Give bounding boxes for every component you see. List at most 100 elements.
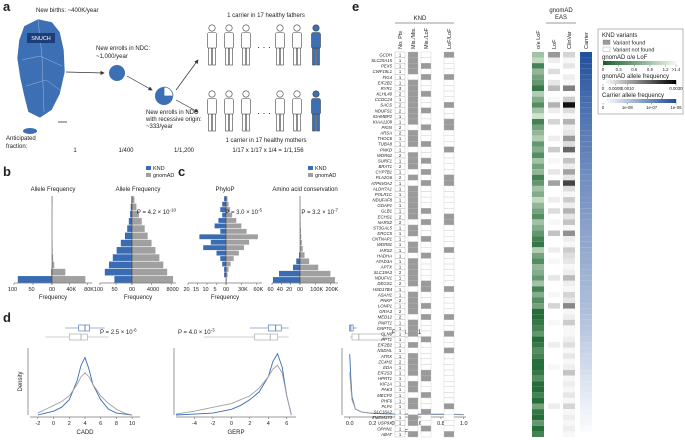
x-tick-label: 0.0 bbox=[346, 421, 354, 427]
heat-cell bbox=[443, 286, 455, 293]
heat-cell bbox=[532, 57, 544, 64]
person bbox=[224, 90, 234, 132]
bar bbox=[130, 203, 132, 211]
color-ramp bbox=[641, 99, 645, 103]
heat-cell bbox=[532, 118, 544, 125]
x-tick-label: 0 bbox=[52, 287, 55, 293]
heat-cell bbox=[532, 342, 544, 348]
heat-cell bbox=[563, 180, 575, 186]
heat-cell bbox=[548, 135, 560, 142]
color-ramp bbox=[658, 80, 662, 84]
heat-cell bbox=[407, 408, 419, 415]
gene-label: PLA2G6 bbox=[376, 175, 393, 180]
heat-cell bbox=[532, 85, 544, 92]
heat-cell bbox=[532, 174, 544, 181]
heat-cell bbox=[548, 425, 560, 432]
fraction: 1/400 bbox=[118, 148, 134, 154]
heat-cell bbox=[548, 113, 560, 119]
heat-cell bbox=[443, 230, 455, 237]
heat-cell bbox=[407, 113, 419, 120]
heat-cell bbox=[443, 85, 455, 92]
heat-cell bbox=[580, 375, 592, 382]
heat-cell bbox=[443, 169, 455, 175]
heat-cell bbox=[420, 85, 432, 92]
heat-cell bbox=[420, 314, 432, 320]
color-ramp bbox=[673, 61, 677, 65]
bar bbox=[52, 276, 86, 283]
gene-label: PAK3 bbox=[381, 387, 392, 392]
heat-cell bbox=[563, 291, 575, 298]
heat-cell bbox=[407, 425, 419, 432]
count-label: 2 bbox=[399, 315, 402, 320]
heat-cell bbox=[563, 264, 575, 270]
count-label: 1 bbox=[399, 382, 402, 387]
heat-cell bbox=[420, 174, 432, 181]
heat-cell bbox=[532, 330, 544, 337]
heat-cell bbox=[443, 381, 455, 387]
heat-cell bbox=[563, 247, 575, 253]
heat-cell bbox=[532, 197, 544, 203]
heat-cell bbox=[407, 124, 419, 131]
heat-cell bbox=[580, 347, 592, 354]
color-ramp bbox=[651, 61, 655, 65]
heat-cell bbox=[563, 297, 575, 304]
legend-tick-label: 0.0005 bbox=[609, 86, 623, 91]
color-ramp bbox=[632, 61, 635, 65]
bar bbox=[130, 210, 132, 218]
gene-label: GLB1 bbox=[381, 209, 393, 214]
x-tick-label: 0 bbox=[297, 287, 300, 293]
heat-cell bbox=[563, 174, 575, 181]
heat-cell bbox=[548, 397, 560, 404]
x-tick-label: 50 bbox=[111, 287, 117, 293]
heat-cell bbox=[443, 219, 455, 226]
heat-cell bbox=[548, 118, 560, 125]
heat-cell bbox=[563, 258, 575, 265]
gene-label: GDAP1 bbox=[377, 203, 392, 208]
p-value-exponent: -5 bbox=[258, 208, 262, 213]
heat-cell bbox=[563, 202, 575, 209]
heat-cell bbox=[420, 208, 432, 214]
p-value-exponent: -10 bbox=[169, 208, 176, 213]
heat-cell bbox=[420, 375, 432, 382]
heat-cell bbox=[580, 169, 592, 175]
count-label: 2 bbox=[399, 153, 402, 158]
count-label: 1 bbox=[399, 136, 402, 141]
heat-cell bbox=[563, 230, 575, 237]
count-label: 1 bbox=[399, 371, 402, 376]
color-ramp bbox=[673, 80, 677, 84]
x-tick-label: 0.8 bbox=[437, 421, 445, 427]
heat-cell bbox=[407, 353, 419, 360]
bar bbox=[300, 258, 310, 265]
heat-cell bbox=[548, 174, 560, 181]
heat-cell bbox=[532, 308, 544, 315]
color-ramp bbox=[632, 80, 635, 84]
heat-cell bbox=[580, 314, 592, 320]
bar bbox=[114, 276, 132, 283]
group-header: gnomAD bbox=[549, 8, 573, 14]
heat-cell bbox=[548, 314, 560, 320]
korea-map bbox=[16, 18, 66, 119]
x-tick-label: 10 bbox=[202, 287, 208, 293]
count-label: 1 bbox=[399, 398, 402, 403]
count-label: 2 bbox=[399, 270, 402, 275]
heat-cell bbox=[407, 102, 419, 108]
color-ramp bbox=[610, 99, 613, 103]
enrolls-text: ~1,000/year bbox=[96, 54, 128, 60]
heat-cell bbox=[420, 129, 432, 136]
heat-cell bbox=[548, 264, 560, 270]
heat-cell bbox=[420, 291, 432, 298]
heat-cell bbox=[532, 425, 544, 432]
heat-cell bbox=[563, 420, 575, 426]
gene-label: USP9X bbox=[378, 421, 392, 426]
count-label: 1 bbox=[399, 69, 402, 74]
heat-cell bbox=[548, 358, 560, 365]
color-ramp bbox=[637, 61, 640, 65]
color-ramp bbox=[607, 99, 611, 103]
panel-label: e bbox=[352, 0, 359, 14]
bar bbox=[128, 218, 132, 225]
bar bbox=[293, 264, 300, 271]
heat-cell bbox=[548, 57, 560, 64]
x-tick-label: 200K bbox=[325, 287, 338, 293]
heat-cell bbox=[443, 146, 455, 153]
heat-cell bbox=[443, 124, 455, 131]
